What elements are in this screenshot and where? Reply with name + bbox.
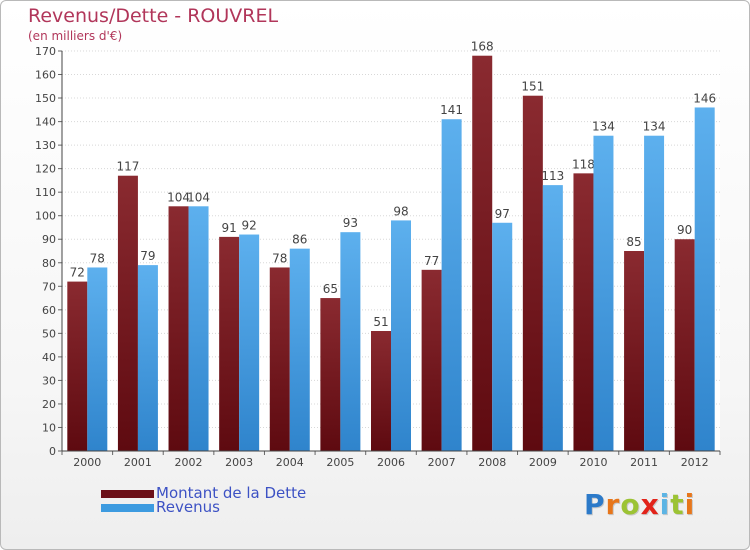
data-label: 113 bbox=[541, 169, 564, 183]
data-label: 92 bbox=[242, 219, 257, 233]
y-tick-label: 40 bbox=[42, 351, 56, 364]
bar-revenus bbox=[87, 267, 108, 451]
bar-revenus bbox=[593, 135, 614, 452]
y-tick-label: 70 bbox=[42, 280, 56, 293]
x-tick-label: 2008 bbox=[478, 456, 506, 469]
y-tick-label: 20 bbox=[42, 398, 56, 411]
data-label: 98 bbox=[393, 204, 408, 218]
logo-letter: i bbox=[659, 488, 671, 521]
data-label: 91 bbox=[222, 221, 237, 235]
y-tick-label: 90 bbox=[42, 233, 56, 246]
y-tick-label: 0 bbox=[49, 445, 56, 458]
data-label: 90 bbox=[677, 223, 692, 237]
x-tick-label: 2009 bbox=[529, 456, 557, 469]
logo-letter: i bbox=[684, 488, 696, 521]
bar-revenus bbox=[542, 185, 563, 451]
data-label: 51 bbox=[373, 315, 388, 329]
data-label: 141 bbox=[440, 103, 463, 117]
x-tick-label: 2000 bbox=[73, 456, 101, 469]
bar-dette bbox=[371, 331, 391, 451]
data-label: 86 bbox=[292, 233, 307, 247]
x-tick-label: 2007 bbox=[428, 456, 456, 469]
data-label: 72 bbox=[70, 266, 85, 280]
x-tick-label: 2003 bbox=[225, 456, 253, 469]
x-tick-label: 2011 bbox=[630, 456, 658, 469]
y-tick-label: 160 bbox=[35, 69, 56, 82]
logo-letter: r bbox=[605, 488, 621, 521]
data-label: 85 bbox=[626, 235, 641, 249]
data-label: 97 bbox=[495, 207, 510, 221]
legend-swatch-dette bbox=[101, 490, 154, 498]
bar-revenus bbox=[239, 234, 260, 451]
bar-revenus bbox=[188, 206, 209, 451]
y-tick-label: 140 bbox=[35, 116, 56, 129]
bar-revenus bbox=[391, 220, 411, 451]
x-tick-label: 2010 bbox=[579, 456, 607, 469]
bar-dette bbox=[67, 281, 88, 451]
bar-revenus bbox=[644, 135, 665, 452]
data-label: 77 bbox=[424, 254, 439, 268]
logo-letter: P bbox=[584, 488, 606, 521]
logo-letter: x bbox=[640, 488, 660, 521]
x-tick-label: 2006 bbox=[377, 456, 405, 469]
data-label: 93 bbox=[343, 216, 358, 230]
data-label: 104 bbox=[187, 190, 210, 204]
bar-revenus bbox=[694, 107, 715, 452]
bar-revenus bbox=[441, 119, 462, 451]
y-tick-label: 10 bbox=[42, 421, 56, 434]
bar-revenus bbox=[340, 232, 361, 451]
bar-dette bbox=[522, 95, 543, 452]
y-tick-label: 130 bbox=[35, 139, 56, 152]
proxiti-logo: Proxiti bbox=[584, 488, 695, 521]
y-tick-label: 100 bbox=[35, 210, 56, 223]
data-label: 134 bbox=[592, 120, 615, 134]
data-label: 134 bbox=[643, 120, 666, 134]
data-label: 117 bbox=[116, 160, 139, 174]
bar-dette bbox=[320, 298, 341, 451]
data-label: 65 bbox=[323, 282, 338, 296]
bar-dette bbox=[573, 173, 594, 451]
legend-label-revenus: Revenus bbox=[156, 498, 220, 516]
bar-revenus bbox=[492, 222, 513, 451]
logo-letter: o bbox=[620, 488, 641, 521]
bar-revenus bbox=[289, 248, 310, 451]
bar-dette bbox=[674, 239, 695, 451]
x-tick-label: 2012 bbox=[681, 456, 709, 469]
chart-title: Revenus/Dette - ROUVREL bbox=[28, 5, 279, 27]
y-tick-label: 60 bbox=[42, 304, 56, 317]
y-tick-label: 120 bbox=[35, 163, 56, 176]
bar-revenus bbox=[137, 265, 158, 451]
data-label: 146 bbox=[693, 91, 716, 105]
data-label: 104 bbox=[167, 190, 190, 204]
data-label: 118 bbox=[572, 157, 595, 171]
bar-dette bbox=[472, 55, 493, 452]
bar-dette bbox=[421, 269, 442, 451]
logo-letter: t bbox=[670, 488, 685, 521]
y-tick-label: 110 bbox=[35, 186, 56, 199]
legend-swatch-revenus bbox=[101, 504, 154, 512]
bar-dette bbox=[219, 236, 240, 451]
y-tick-label: 80 bbox=[42, 257, 56, 270]
data-label: 168 bbox=[471, 40, 494, 54]
legend-label-dette: Montant de la Dette bbox=[156, 484, 307, 502]
data-label: 78 bbox=[272, 251, 287, 265]
chart-subtitle: (en milliers d'€) bbox=[28, 29, 123, 43]
bar-dette bbox=[269, 267, 290, 451]
x-tick-label: 2005 bbox=[326, 456, 354, 469]
x-tick-label: 2004 bbox=[276, 456, 304, 469]
bar-dette bbox=[117, 175, 138, 452]
bar-dette bbox=[168, 206, 189, 451]
bar-dette bbox=[624, 251, 645, 451]
y-tick-label: 150 bbox=[35, 92, 56, 105]
data-label: 79 bbox=[140, 249, 155, 263]
x-tick-label: 2002 bbox=[175, 456, 203, 469]
data-label: 151 bbox=[521, 80, 544, 94]
data-label: 78 bbox=[90, 251, 105, 265]
y-tick-label: 170 bbox=[35, 45, 56, 58]
y-tick-label: 30 bbox=[42, 374, 56, 387]
x-tick-label: 2001 bbox=[124, 456, 152, 469]
y-tick-label: 50 bbox=[42, 327, 56, 340]
